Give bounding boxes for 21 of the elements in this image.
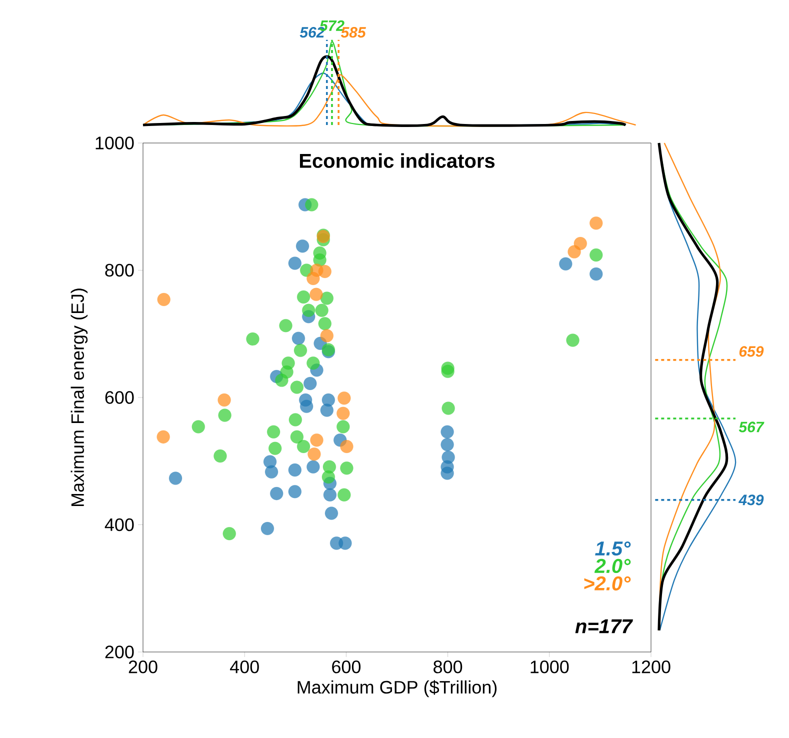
y-tick-label: 800 bbox=[105, 264, 134, 277]
x-tick-label: 1000 bbox=[530, 660, 569, 674]
x-axis-title: Maximum GDP ($Trillion) bbox=[298, 680, 497, 698]
ref-line-label: 439 bbox=[738, 494, 764, 506]
ref-line-label: 659 bbox=[739, 346, 764, 357]
chart-title: Economic indicators bbox=[300, 153, 495, 168]
x-tick-label: 600 bbox=[332, 660, 361, 674]
y-tick-label: 1000 bbox=[96, 136, 134, 150]
text: >2.0° bbox=[584, 576, 631, 590]
y-tick-label: 400 bbox=[104, 518, 134, 532]
y-tick-label: 600 bbox=[105, 391, 134, 404]
x-tick-label: 200 bbox=[128, 660, 158, 674]
x-tick-label: 1200 bbox=[632, 660, 670, 674]
text: 2.0° bbox=[594, 558, 631, 574]
ref-line-label: 567 bbox=[738, 422, 764, 432]
y-tick-label: 200 bbox=[105, 646, 134, 658]
x-tick-label: 400 bbox=[230, 660, 259, 674]
x-tick-label: 800 bbox=[434, 660, 462, 674]
text: 1.5° bbox=[595, 541, 631, 556]
annotation: n=177 bbox=[575, 619, 634, 634]
y-axis-title: Maximum Final energy (EJ) bbox=[70, 288, 88, 506]
